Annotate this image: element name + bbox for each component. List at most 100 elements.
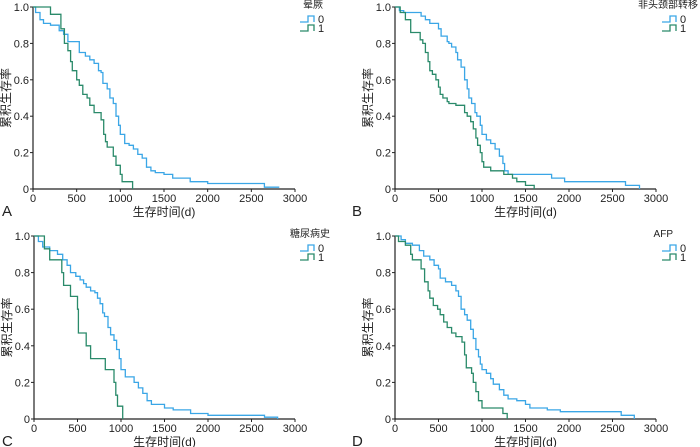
legend: AFP 01	[654, 229, 687, 264]
km-panel-d: 0 500 1000 1500 2000 2500 3000 0 0.2 0.4 0.6 0.8 1.0…	[352, 229, 686, 447]
legend-title: 非头颈部转移	[638, 0, 698, 11]
y-tick-label: 0.2	[15, 377, 30, 389]
x-tick-label: 2500	[239, 423, 263, 435]
x-tick-label: 3000	[644, 193, 668, 205]
y-tick-label: 0.6	[376, 75, 391, 87]
y-tick-label: 0.4	[376, 111, 391, 123]
y-tick-label: 0.4	[376, 341, 391, 353]
panel-letter: B	[352, 203, 362, 220]
survival-curve-group-0	[395, 235, 635, 419]
y-tick-label: 0	[385, 184, 391, 196]
x-axis-label: 生存时间(d)	[133, 435, 196, 447]
y-tick-label: 0.2	[14, 148, 29, 160]
legend-label: 0	[318, 14, 324, 26]
x-tick-label: 3000	[283, 193, 307, 205]
legend-symbol-1	[662, 24, 677, 32]
y-tick-label: 0	[23, 184, 29, 196]
km-panel-a: 0 500 1000 1500 2000 2500 3000 0 0.2 0.4 0.6 0.8 1.0…	[0, 0, 324, 220]
x-tick-label: 3000	[644, 423, 668, 435]
y-tick-label: 1.0	[376, 231, 391, 243]
legend: 非头颈部转移 01	[638, 0, 698, 35]
y-tick-label: 0	[385, 414, 391, 426]
x-tick-label: 500	[429, 423, 447, 435]
y-tick-label: 0	[24, 414, 30, 426]
y-tick-label: 1.0	[376, 2, 391, 14]
x-axis-label: 生存时间(d)	[494, 205, 557, 219]
y-tick-label: 0.2	[376, 148, 391, 160]
y-tick-label: 0.8	[15, 268, 30, 280]
x-axis-label: 生存时间(d)	[133, 205, 196, 219]
x-tick-label: 0	[392, 193, 398, 205]
legend-label: 1	[318, 23, 324, 35]
km-panel-b: 0 500 1000 1500 2000 2500 3000 0 0.2 0.4 0.6 0.8 1.0…	[352, 0, 698, 220]
legend-label: 0	[680, 243, 686, 255]
legend-symbol-0	[662, 15, 677, 23]
legend-label: 0	[318, 243, 324, 255]
legend-symbol-1	[662, 253, 677, 261]
km-panel-c: 0 500 1000 1500 2000 2500 3000 0 0.2 0.4 0.6 0.8 1.0…	[0, 227, 330, 447]
y-tick-label: 0.8	[14, 38, 29, 50]
x-tick-label: 2500	[239, 193, 263, 205]
y-tick-label: 0.8	[376, 268, 391, 280]
survival-curve-group-0	[395, 6, 641, 189]
x-tick-label: 1500	[513, 423, 537, 435]
panel-letter: A	[2, 203, 12, 220]
legend-symbol-1	[300, 24, 315, 32]
legend-symbol-1	[300, 253, 315, 261]
x-tick-label: 1500	[152, 423, 176, 435]
panel-letter: C	[2, 433, 13, 447]
y-tick-label: 0.6	[14, 75, 29, 87]
legend-symbol-0	[300, 244, 315, 252]
legend-label: 1	[680, 252, 686, 264]
x-tick-label: 2000	[195, 193, 219, 205]
y-tick-label: 0.6	[15, 304, 30, 316]
legend-label: 1	[318, 252, 324, 264]
survival-curve-group-0	[34, 235, 279, 419]
y-tick-label: 0.4	[15, 341, 30, 353]
y-tick-label: 0.8	[376, 38, 391, 50]
legend: 晕厥 01	[300, 0, 324, 35]
x-tick-label: 500	[67, 193, 85, 205]
x-tick-label: 500	[429, 193, 447, 205]
x-tick-label: 2000	[196, 423, 220, 435]
x-tick-label: 0	[31, 423, 37, 435]
y-tick-label: 1.0	[15, 231, 30, 243]
x-tick-label: 1000	[108, 193, 132, 205]
legend-title: AFP	[654, 229, 674, 240]
x-tick-label: 2000	[557, 423, 581, 435]
legend-title: 糖尿病史	[290, 227, 330, 240]
x-tick-label: 2500	[600, 423, 624, 435]
legend-label: 1	[680, 23, 686, 35]
x-tick-label: 1500	[152, 193, 176, 205]
x-tick-label: 2000	[557, 193, 581, 205]
survival-curve-group-1	[395, 6, 535, 189]
legend-title: 晕厥	[303, 0, 323, 11]
x-tick-label: 1000	[109, 423, 133, 435]
x-tick-label: 500	[68, 423, 86, 435]
survival-curve-group-1	[34, 235, 124, 419]
legend-symbol-0	[300, 15, 315, 23]
y-tick-label: 0.2	[376, 377, 391, 389]
x-tick-label: 3000	[283, 423, 307, 435]
survival-curve-group-1	[395, 235, 508, 419]
legend-label: 0	[680, 14, 686, 26]
x-tick-label: 1000	[470, 423, 494, 435]
panel-letter: D	[352, 433, 363, 447]
x-tick-label: 1000	[470, 193, 494, 205]
y-tick-label: 0.6	[376, 304, 391, 316]
y-tick-label: 0.4	[14, 111, 29, 123]
y-tick-label: 1.0	[14, 2, 29, 14]
legend: 糖尿病史 01	[290, 227, 330, 264]
survival-curve-group-0	[33, 6, 280, 188]
x-tick-label: 1500	[513, 193, 537, 205]
x-tick-label: 0	[30, 193, 36, 205]
x-axis-label: 生存时间(d)	[494, 435, 557, 447]
y-axis-label: 累积生存率	[360, 68, 375, 128]
x-tick-label: 2500	[600, 193, 624, 205]
y-axis-label: 累积生存率	[360, 297, 375, 357]
x-tick-label: 0	[392, 423, 398, 435]
y-axis-label: 累积生存率	[0, 297, 14, 357]
survival-curve-group-1	[33, 6, 134, 189]
legend-symbol-0	[662, 244, 677, 252]
